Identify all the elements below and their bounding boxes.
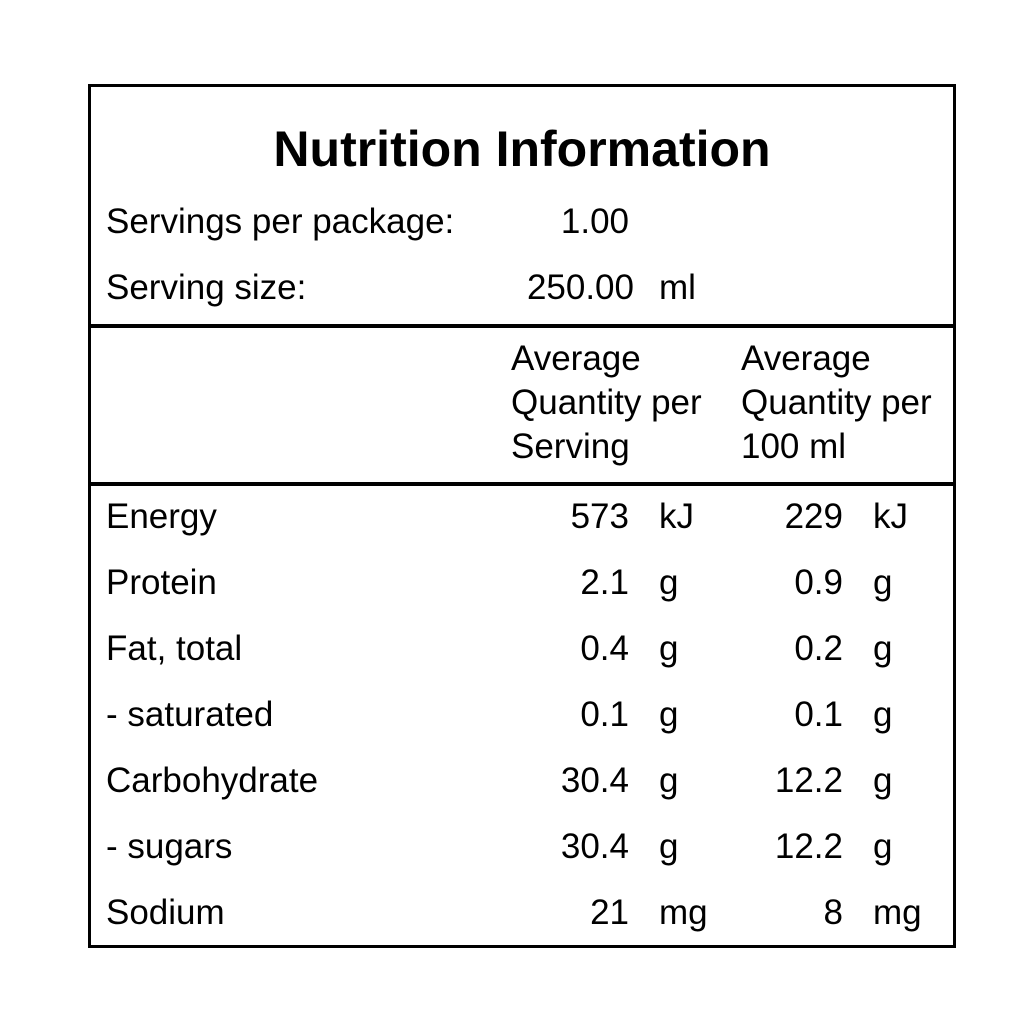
per-100ml-value: 0.9 — [794, 563, 843, 602]
per-100ml-value: 0.1 — [794, 695, 843, 734]
per-serving-unit: g — [659, 695, 679, 734]
column-header-per-100ml-line: 100 ml — [741, 427, 847, 466]
per-100ml-unit: g — [873, 563, 893, 602]
per-serving-value: 30.4 — [560, 827, 629, 866]
per-100ml-value: 229 — [784, 497, 843, 536]
per-100ml-unit: g — [873, 629, 893, 668]
column-header-per-serving-line: Average — [511, 339, 641, 378]
per-serving-unit: g — [659, 761, 679, 800]
nutrient-name: Sodium — [106, 893, 225, 932]
serving-size-label: Serving size: — [106, 268, 307, 307]
serving-size-unit: ml — [659, 268, 696, 307]
per-serving-unit: mg — [659, 893, 708, 932]
header-divider-top — [91, 324, 953, 328]
column-header-per-100ml-line: Quantity per — [741, 383, 932, 422]
servings-per-package-value: 1.00 — [560, 202, 629, 241]
column-header-per-serving: Average Quantity per Serving — [511, 337, 702, 469]
per-100ml-unit: g — [873, 761, 893, 800]
nutrition-panel: Nutrition Information Servings per packa… — [88, 84, 956, 948]
nutrient-name: Carbohydrate — [106, 761, 319, 800]
nutrient-name: Energy — [106, 497, 217, 536]
per-serving-value: 30.4 — [560, 761, 629, 800]
per-serving-unit: kJ — [659, 497, 694, 536]
header-divider-bottom — [91, 482, 953, 486]
per-100ml-unit: g — [873, 695, 893, 734]
column-header-per-100ml: Average Quantity per 100 ml — [741, 337, 932, 469]
servings-per-package-label: Servings per package: — [106, 202, 455, 241]
per-serving-unit: g — [659, 827, 679, 866]
column-header-per-serving-line: Serving — [511, 427, 630, 466]
column-header-per-100ml-line: Average — [741, 339, 871, 378]
per-100ml-value: 12.2 — [774, 827, 843, 866]
per-100ml-unit: g — [873, 827, 893, 866]
serving-size-value: 250.00 — [526, 268, 634, 307]
per-100ml-unit: mg — [873, 893, 922, 932]
per-serving-unit: g — [659, 563, 679, 602]
per-serving-value: 573 — [570, 497, 629, 536]
per-100ml-unit: kJ — [873, 497, 908, 536]
nutrient-name: - sugars — [106, 827, 233, 866]
column-header-per-serving-line: Quantity per — [511, 383, 702, 422]
nutrient-name: Fat, total — [106, 629, 243, 668]
per-100ml-value: 12.2 — [774, 761, 843, 800]
per-100ml-value: 0.2 — [794, 629, 843, 668]
panel-title: Nutrition Information — [273, 121, 771, 177]
per-serving-value: 21 — [590, 893, 629, 932]
per-serving-unit: g — [659, 629, 679, 668]
per-serving-value: 0.1 — [580, 695, 629, 734]
nutrient-name: Protein — [106, 563, 217, 602]
per-serving-value: 0.4 — [580, 629, 629, 668]
per-serving-value: 2.1 — [580, 563, 629, 602]
nutrient-name: - saturated — [106, 695, 274, 734]
per-100ml-value: 8 — [823, 893, 843, 932]
